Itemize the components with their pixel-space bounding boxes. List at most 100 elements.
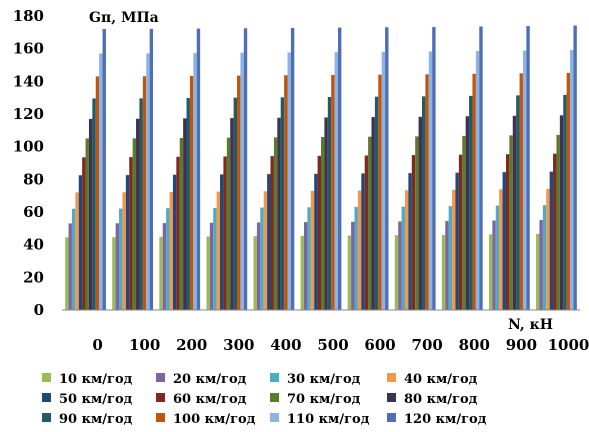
bar xyxy=(495,205,500,310)
legend-label: 70 км/год xyxy=(287,392,361,407)
bar xyxy=(418,116,422,310)
legend-swatch xyxy=(42,373,51,382)
bar xyxy=(368,136,372,310)
bar xyxy=(146,53,150,311)
bar xyxy=(516,95,520,310)
bar xyxy=(307,207,311,310)
bar xyxy=(364,155,369,310)
bar xyxy=(505,154,510,310)
bar xyxy=(82,157,86,310)
x-tick-label: 400 xyxy=(270,336,301,354)
bar xyxy=(314,173,318,310)
bar xyxy=(166,208,170,310)
bar xyxy=(519,73,523,310)
bar xyxy=(458,154,463,310)
x-axis-ticks: 0 100 200 300 400 500 600 700 800 900 1000 xyxy=(92,336,589,354)
bar xyxy=(139,98,143,310)
bar xyxy=(237,75,241,311)
y-tick-label: 180 xyxy=(13,7,44,25)
bar xyxy=(65,237,69,310)
bar xyxy=(280,97,285,310)
bar xyxy=(374,96,379,310)
bar xyxy=(196,28,201,311)
bar xyxy=(539,220,543,310)
bar xyxy=(522,50,527,311)
bar xyxy=(465,116,470,310)
bar xyxy=(304,222,308,310)
x-tick-label: 100 xyxy=(129,336,160,354)
bar xyxy=(546,188,550,310)
bar xyxy=(115,223,120,310)
bar xyxy=(122,192,126,310)
bar xyxy=(553,153,557,310)
legend-label: 110 км/год xyxy=(287,412,370,427)
legend-swatch xyxy=(387,373,396,382)
bar xyxy=(71,208,76,310)
bar xyxy=(179,138,184,310)
bar xyxy=(542,205,547,310)
bar xyxy=(536,233,540,310)
bar xyxy=(354,206,358,310)
bar xyxy=(499,189,503,310)
bar xyxy=(240,52,244,310)
bar xyxy=(428,51,433,310)
legend-swatch xyxy=(387,393,396,402)
bar xyxy=(223,156,227,310)
bar xyxy=(300,235,304,310)
bar xyxy=(125,175,130,310)
bar xyxy=(526,25,530,311)
bar xyxy=(401,206,405,310)
legend-label: 10 км/год xyxy=(59,372,133,387)
bar xyxy=(351,221,355,310)
bar xyxy=(488,234,493,310)
legend-swatch xyxy=(270,373,279,382)
bar xyxy=(243,28,248,310)
legend-label: 60 км/год xyxy=(173,392,247,407)
bar xyxy=(559,115,564,310)
bar xyxy=(334,52,338,310)
bars xyxy=(65,25,577,311)
bar xyxy=(357,190,362,310)
legend-swatch xyxy=(270,413,279,422)
x-tick-label: 300 xyxy=(223,336,254,354)
bar xyxy=(462,135,466,310)
bar xyxy=(183,118,187,310)
bar xyxy=(169,191,173,310)
bar xyxy=(267,174,271,310)
y-tick-label: 160 xyxy=(13,40,44,58)
y-tick-label: 0 xyxy=(34,301,44,319)
y-tick-label: 120 xyxy=(13,105,44,123)
bar xyxy=(445,220,449,310)
bar xyxy=(85,138,89,310)
bar xyxy=(432,26,436,310)
bar xyxy=(338,27,342,310)
legend-label: 100 км/год xyxy=(173,412,256,427)
bar xyxy=(452,189,456,310)
bar xyxy=(290,27,295,310)
bar xyxy=(92,98,96,310)
bar xyxy=(563,94,567,310)
bar xyxy=(112,237,116,310)
bar xyxy=(75,192,79,310)
bar xyxy=(263,191,268,310)
bar xyxy=(441,234,446,310)
x-tick-label: 700 xyxy=(412,336,443,354)
x-tick-label: 500 xyxy=(317,336,348,354)
bar xyxy=(566,72,571,310)
bar xyxy=(149,28,154,311)
x-tick-label: 600 xyxy=(364,336,395,354)
bar xyxy=(556,134,560,310)
bar xyxy=(216,191,221,310)
bar xyxy=(68,223,72,310)
y-tick-label: 40 xyxy=(23,236,44,254)
bar xyxy=(469,95,473,311)
bar xyxy=(78,175,83,310)
bar xyxy=(415,136,419,310)
bar xyxy=(220,174,224,310)
bar xyxy=(186,97,190,311)
x-tick-label: 900 xyxy=(506,336,537,354)
bar xyxy=(408,173,412,310)
bar xyxy=(260,207,264,310)
bar xyxy=(253,236,257,310)
legend-swatch xyxy=(270,393,279,402)
